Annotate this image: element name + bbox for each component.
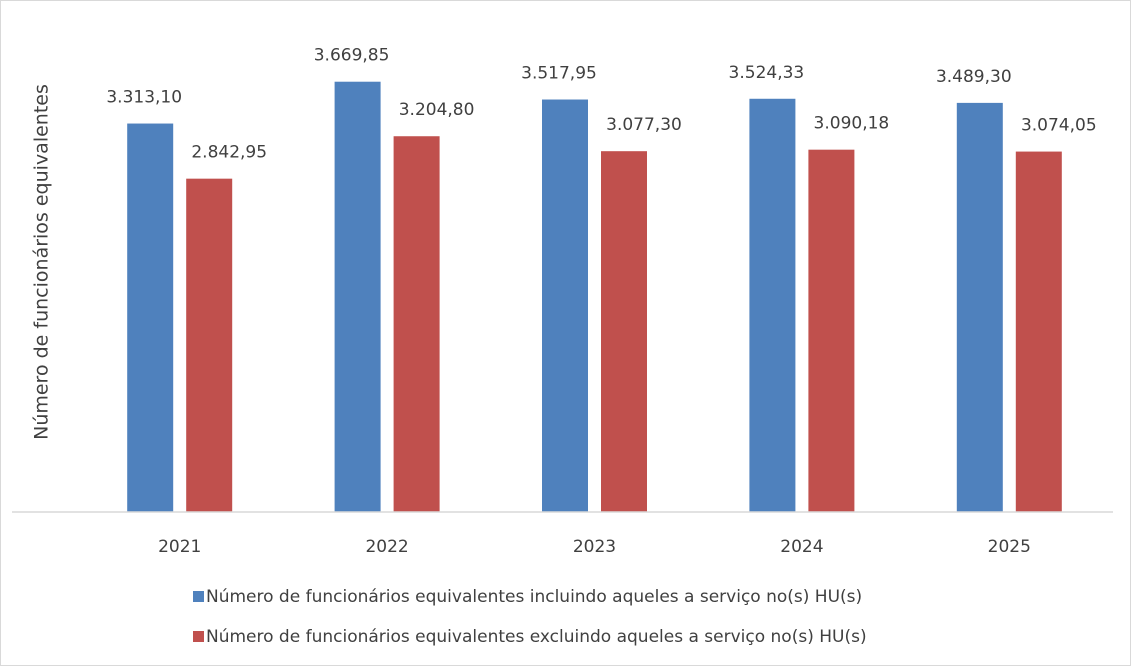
- bar: [601, 151, 647, 512]
- legend-swatch: [193, 631, 204, 642]
- bar: [127, 123, 174, 512]
- x-tick-label: 2025: [988, 537, 1031, 557]
- bar: [542, 99, 588, 513]
- value-label: 3.489,30: [936, 67, 1012, 87]
- bar: [956, 102, 1003, 512]
- value-label: 3.669,85: [314, 46, 390, 66]
- x-tick-label: 2022: [365, 537, 408, 557]
- value-label: 3.204,80: [399, 100, 475, 120]
- bar: [1015, 151, 1062, 513]
- bar: [808, 149, 855, 512]
- x-tick-label: 2021: [158, 537, 201, 557]
- value-label: 3.517,95: [521, 64, 597, 84]
- x-tick-label: 2024: [780, 537, 823, 557]
- legend-label: Número de funcionários equivalentes excl…: [206, 627, 867, 647]
- legend-label: Número de funcionários equivalentes incl…: [206, 587, 862, 607]
- value-label: 3.074,05: [1021, 116, 1097, 136]
- bar: [334, 81, 381, 513]
- value-label: 3.313,10: [106, 88, 182, 108]
- value-label: 3.077,30: [606, 115, 682, 135]
- bar: [186, 178, 233, 512]
- value-label: 3.090,18: [814, 114, 890, 134]
- bar: [393, 136, 440, 513]
- x-tick-label: 2023: [573, 537, 616, 557]
- bar: [749, 98, 796, 512]
- legend-swatch: [193, 591, 204, 602]
- y-axis-label: Número de funcionários equivalentes: [31, 84, 53, 440]
- value-label: 2.842,95: [191, 143, 267, 163]
- value-label: 3.524,33: [729, 63, 805, 83]
